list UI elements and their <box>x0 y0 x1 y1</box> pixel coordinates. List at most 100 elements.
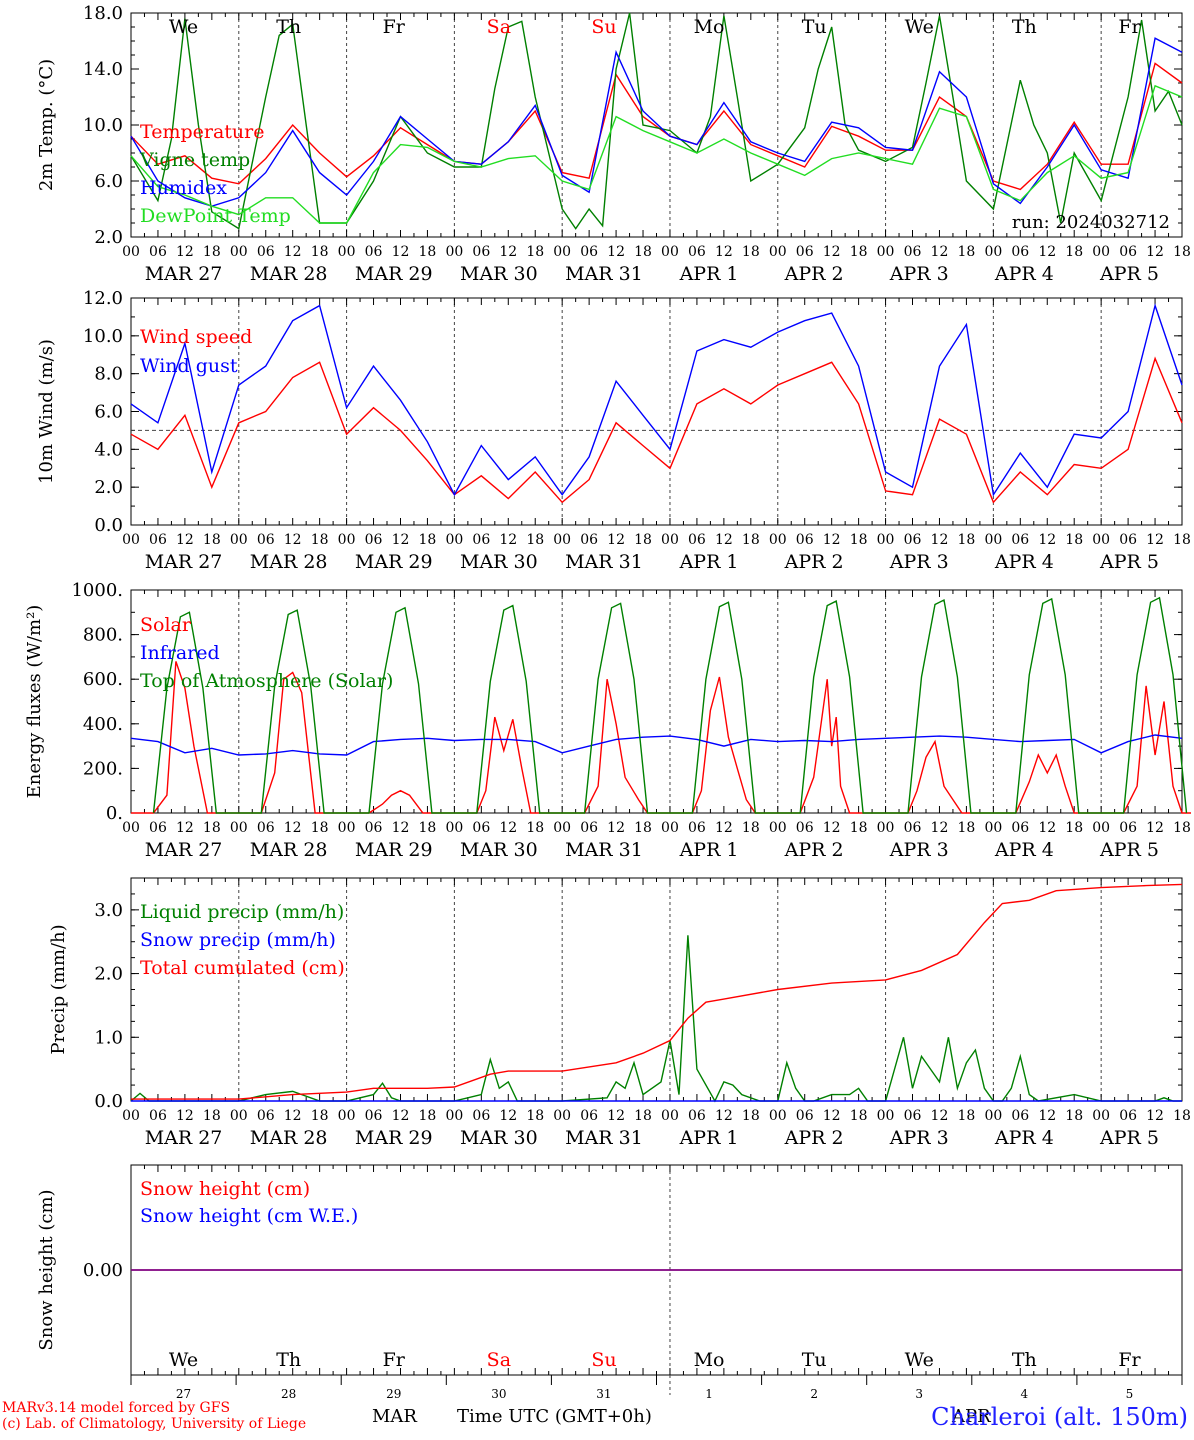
hour-tick-label: 12 <box>284 1108 302 1124</box>
hour-tick-label: 12 <box>1038 1108 1056 1124</box>
hour-tick-label: 12 <box>176 820 194 836</box>
hour-tick-label: 12 <box>392 244 410 260</box>
weekday-label: Su <box>591 16 616 38</box>
y-tick-label: 18.0 <box>83 3 123 24</box>
legend-entry: Temperature <box>140 121 264 143</box>
y-tick-label: 400. <box>83 714 123 735</box>
hour-tick-label: 18 <box>957 532 975 548</box>
series-line-2 <box>152 596 1188 814</box>
date-label: APR 1 <box>679 263 739 285</box>
y-tick-label: 0.0 <box>94 1091 123 1112</box>
date-label: APR 4 <box>994 263 1054 285</box>
hour-tick-label: 18 <box>742 244 760 260</box>
hour-tick-label: 06 <box>688 244 706 260</box>
hour-tick-label: 06 <box>365 532 383 548</box>
series-line-2 <box>130 37 1183 207</box>
hour-tick-label: 00 <box>122 532 140 548</box>
hour-tick-label: 12 <box>392 532 410 548</box>
hour-tick-label: 06 <box>1119 1108 1137 1124</box>
hour-tick-label: 06 <box>796 532 814 548</box>
date-label: MAR 29 <box>355 263 433 285</box>
hour-tick-label: 12 <box>931 1108 949 1124</box>
hour-tick-label: 00 <box>445 1108 463 1124</box>
date-label: MAR 30 <box>460 551 538 573</box>
footer-model: MARv3.14 model forced by GFS <box>2 1400 231 1416</box>
hour-tick-label: 06 <box>904 244 922 260</box>
hour-tick-label: 12 <box>607 244 625 260</box>
hour-tick-label: 00 <box>1092 820 1110 836</box>
date-label: APR 2 <box>784 839 844 861</box>
series-line-2 <box>131 883 1183 1100</box>
y-tick-label: 10.0 <box>83 115 123 136</box>
hour-tick-label: 18 <box>850 532 868 548</box>
date-label: MAR 27 <box>145 839 223 861</box>
hour-tick-label: 12 <box>284 820 302 836</box>
y-tick-label: 10.0 <box>83 326 123 347</box>
hour-tick-label: 06 <box>365 1108 383 1124</box>
hour-tick-label: 06 <box>472 532 490 548</box>
hour-tick-label: 00 <box>1092 532 1110 548</box>
weekday-label: Tu <box>802 1349 827 1371</box>
hour-tick-label: 00 <box>769 820 787 836</box>
hour-tick-label: 06 <box>257 1108 275 1124</box>
hour-tick-label: 00 <box>877 532 895 548</box>
hour-tick-label: 06 <box>688 820 706 836</box>
legend-entry: Wind gust <box>140 355 238 377</box>
hour-tick-label: 06 <box>472 820 490 836</box>
date-label: MAR 28 <box>250 551 328 573</box>
hour-tick-label: 00 <box>553 244 571 260</box>
hour-tick-label: 06 <box>796 244 814 260</box>
date-label: APR 2 <box>784 263 844 285</box>
hour-tick-label: 00 <box>661 1108 679 1124</box>
weekday-label: We <box>905 16 934 38</box>
legend-entry: Vigne temp <box>139 149 250 171</box>
date-label: APR 5 <box>1099 839 1159 861</box>
date-label: MAR 30 <box>460 839 538 861</box>
date-label: MAR 27 <box>145 551 223 573</box>
day-number-label: 31 <box>596 1387 611 1401</box>
footer-station: Charleroi (alt. 150m) <box>931 1403 1188 1431</box>
y-tick-label: 600. <box>83 669 123 690</box>
y-axis-label: Snow height (cm) <box>36 1189 57 1350</box>
y-tick-label: 2.0 <box>94 477 123 498</box>
hour-tick-label: 06 <box>1011 532 1029 548</box>
hour-tick-label: 18 <box>526 532 544 548</box>
hour-tick-label: 18 <box>742 532 760 548</box>
hour-tick-label: 18 <box>850 1108 868 1124</box>
weekday-label: Th <box>1012 16 1037 38</box>
hour-tick-label: 00 <box>984 244 1002 260</box>
hour-tick-label: 06 <box>580 820 598 836</box>
hour-tick-label: 12 <box>607 532 625 548</box>
hour-tick-label: 06 <box>257 820 275 836</box>
hour-tick-label: 12 <box>715 1108 733 1124</box>
hour-tick-label: 18 <box>1173 532 1191 548</box>
hour-tick-label: 06 <box>904 532 922 548</box>
hour-tick-label: 06 <box>1011 1108 1029 1124</box>
hour-tick-label: 00 <box>230 244 248 260</box>
date-label: APR 1 <box>679 1127 739 1149</box>
hour-tick-label: 06 <box>904 1108 922 1124</box>
hour-tick-label: 18 <box>419 532 437 548</box>
date-label: APR 5 <box>1099 551 1159 573</box>
hour-tick-label: 00 <box>445 244 463 260</box>
series-line-1 <box>130 12 1183 230</box>
hour-tick-label: 12 <box>823 244 841 260</box>
hour-tick-label: 00 <box>553 820 571 836</box>
hour-tick-label: 18 <box>1173 820 1191 836</box>
y-tick-label: 6.0 <box>94 171 123 192</box>
hour-tick-label: 12 <box>176 532 194 548</box>
hour-tick-label: 00 <box>984 532 1002 548</box>
day-number-label: 1 <box>705 1387 713 1401</box>
hour-tick-label: 06 <box>580 1108 598 1124</box>
hour-tick-label: 00 <box>338 244 356 260</box>
hour-tick-label: 00 <box>1092 244 1110 260</box>
footer-credits: MARv3.14 model forced by GFS (c) Lab. of… <box>2 1400 306 1432</box>
legend-entry: Liquid precip (mm/h) <box>140 901 344 923</box>
y-axis-label: 10m Wind (m/s) <box>36 339 57 484</box>
hour-tick-label: 18 <box>1065 820 1083 836</box>
hour-tick-label: 06 <box>1119 532 1137 548</box>
day-number-label: 4 <box>1021 1387 1029 1401</box>
hour-tick-label: 12 <box>607 820 625 836</box>
hour-tick-label: 00 <box>122 820 140 836</box>
